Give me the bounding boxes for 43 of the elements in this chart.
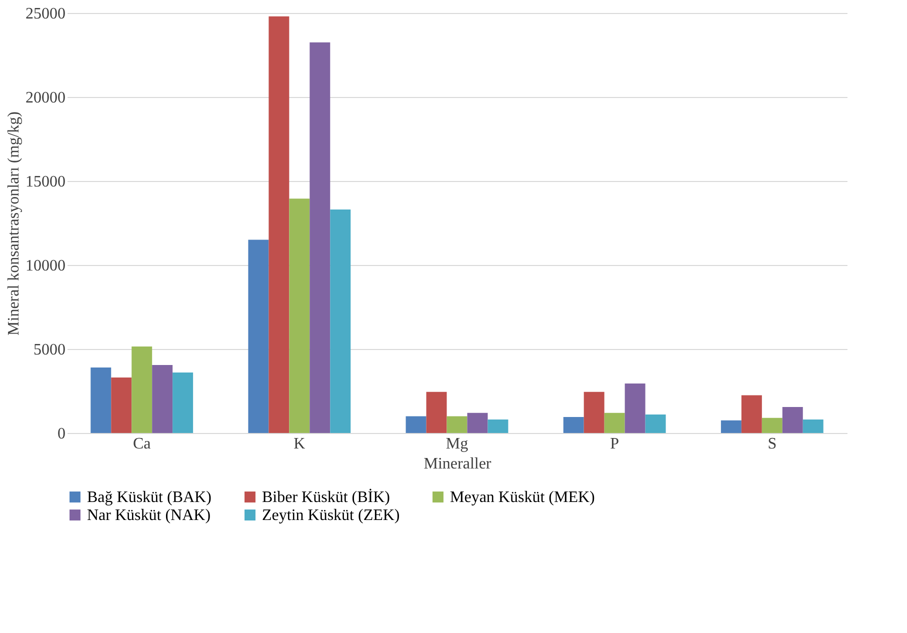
bar bbox=[563, 417, 584, 433]
y-tick-label: 20000 bbox=[26, 90, 66, 106]
bar bbox=[172, 372, 194, 433]
legend-label: Meyan Küsküt (MEK) bbox=[450, 489, 595, 506]
y-tick-label: 25000 bbox=[26, 6, 66, 22]
bar bbox=[446, 416, 468, 433]
bar bbox=[310, 42, 330, 433]
bar bbox=[111, 378, 132, 433]
y-tick-label: 15000 bbox=[26, 174, 66, 190]
bar bbox=[268, 16, 290, 433]
bar bbox=[762, 418, 782, 433]
bar bbox=[132, 346, 152, 433]
bar bbox=[624, 383, 646, 433]
bar bbox=[488, 420, 508, 433]
legend-label: Bağ Küsküt (BAK) bbox=[87, 489, 212, 506]
legend-label: Nar Küsküt (NAK) bbox=[87, 507, 211, 524]
bar bbox=[467, 412, 488, 433]
bar bbox=[90, 367, 112, 433]
legend-label: Zeytin Küsküt (ZEK) bbox=[262, 507, 400, 524]
x-tick-label: P bbox=[610, 436, 620, 452]
bar bbox=[720, 420, 742, 433]
x-tick-label: Mg bbox=[446, 436, 468, 452]
bar bbox=[426, 392, 447, 433]
bar bbox=[330, 210, 351, 433]
y-tick-label: 0 bbox=[58, 426, 66, 442]
bar bbox=[645, 414, 666, 433]
bar bbox=[152, 364, 173, 433]
x-axis-title: Mineraller bbox=[424, 456, 492, 472]
legend-label: Biber Küsküt (BİK) bbox=[262, 488, 390, 506]
y-axis-title: Mineral konsantrasyonları (mg/kg) bbox=[6, 112, 22, 336]
x-tick-label: K bbox=[294, 436, 306, 452]
bar bbox=[741, 395, 762, 433]
bar bbox=[406, 416, 426, 433]
bar bbox=[584, 392, 604, 433]
bar bbox=[802, 420, 824, 433]
bar bbox=[289, 198, 310, 433]
bar bbox=[782, 406, 803, 433]
y-tick-label: 10000 bbox=[26, 258, 66, 274]
y-tick-label: 5000 bbox=[34, 342, 66, 358]
x-tick-label: Ca bbox=[132, 436, 151, 452]
bar bbox=[248, 240, 269, 433]
x-tick-label: S bbox=[768, 436, 777, 452]
bar bbox=[604, 412, 625, 433]
